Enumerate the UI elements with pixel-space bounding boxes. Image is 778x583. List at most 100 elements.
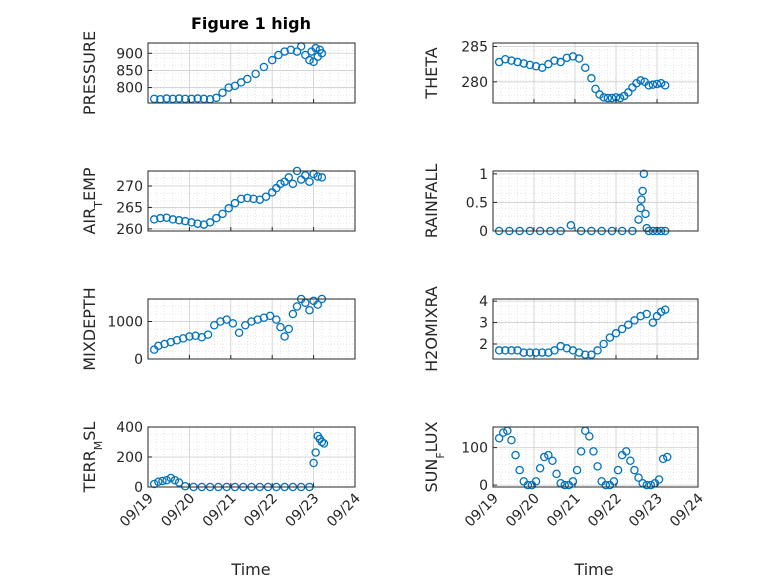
data-point [191,331,200,340]
data-point [581,63,590,72]
y-tick-label: 0 [134,352,143,368]
data-point [261,192,271,201]
axes-box [492,42,699,104]
data-point [641,209,650,219]
air-temp-panel-y-axis-label: AIRTEMP [80,167,105,234]
data-point [243,193,252,203]
y-tick-label: 2 [479,337,488,353]
data-point [535,463,545,473]
data-point [168,215,178,224]
data-point [311,43,320,53]
data-point [149,479,159,489]
pressure-panel-y-axis-label: PRESSURE [80,31,99,115]
data-point [305,55,314,65]
y-tick-label: 850 [116,63,143,79]
data-point [259,62,269,72]
data-point [501,54,510,64]
sun-flux-panel-y-axis-label: SUNFLUX [422,421,447,492]
data-point [537,348,547,357]
data-point [663,452,672,462]
data-point [174,478,184,487]
data-point [292,47,302,56]
data-point [156,213,165,223]
data-point [166,473,176,483]
data-point [193,94,202,103]
figure-title: Figure 1 high [191,14,311,33]
data-point [652,79,662,89]
y-tick-label: 0 [479,478,488,494]
y-tick-label: 200 [116,450,143,466]
data-point [515,465,524,475]
axes-box [147,170,356,232]
data-point [601,480,611,490]
data-point [591,84,600,94]
y-tick-label: 900 [116,46,143,62]
data-point [646,480,656,490]
data-point [272,315,281,324]
data-point [168,94,178,104]
data-point [507,435,516,445]
data-point [309,458,318,468]
data-point [199,94,209,104]
data-point [170,475,180,485]
data-point [292,302,302,311]
data-point [218,88,227,97]
data-point [203,330,213,339]
data-point [317,49,327,58]
data-point [552,469,561,479]
data-point [212,93,221,103]
data-point [311,448,320,457]
h2omixra-panel-y-axis-label: H2OMIXRA [422,286,441,372]
data-point [224,204,233,213]
data-point [501,346,510,355]
y-tick-label: 280 [461,75,488,91]
data-point [648,318,658,327]
data-point [587,350,596,359]
data-point [187,94,196,104]
data-point [599,93,608,102]
data-point [566,221,576,230]
data-point [309,169,318,179]
data-point [181,481,190,491]
rainfall-panel: 0 0.5 1 RAINFALL [422,164,699,240]
data-point [498,428,508,437]
data-point [658,454,668,464]
y-tick-label: 3 [479,316,488,332]
y-tick-label: 265 [116,200,143,216]
data-point [660,305,670,314]
data-point [656,78,666,88]
axes-box [147,42,356,104]
data-point [317,437,327,447]
data-point [241,320,250,330]
data-point [544,450,553,460]
data-point [525,60,535,70]
data-point [611,329,621,338]
air-temp-panel: 260 265 270 AIRTEMP [80,166,356,238]
data-point [149,94,159,104]
data-point [313,300,322,309]
data-point [531,348,541,357]
y-tick-label: 1 [479,167,488,183]
data-point [519,59,529,68]
data-point [284,324,294,334]
data-point [560,480,570,490]
y-tick-label: 1000 [107,315,143,331]
data-point [249,194,258,204]
axes-box [492,426,699,488]
data-point [525,348,535,357]
data-point [494,433,504,443]
data-point [568,477,578,486]
data-point [305,177,314,186]
data-point [494,346,504,355]
data-point [642,480,652,490]
y-tick-label: 400 [116,420,143,436]
data-point [634,215,643,224]
data-point [218,209,227,219]
theta-panel-y-axis-label: THETA [422,47,441,99]
data-point [523,480,533,490]
data-point [637,195,646,204]
data-point [544,59,553,69]
data-point [162,94,171,103]
data-point [236,194,246,204]
